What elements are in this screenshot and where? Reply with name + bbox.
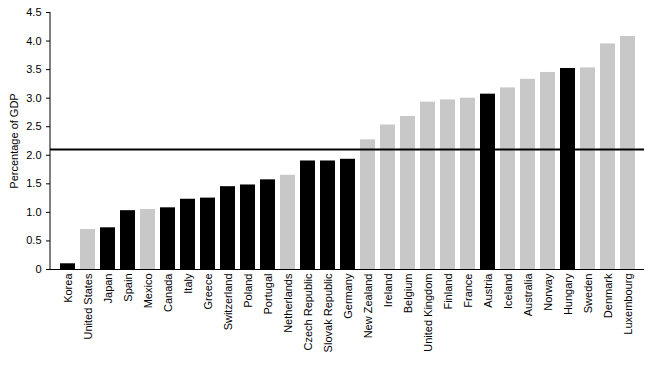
svg-text:Austria: Austria — [482, 273, 494, 308]
svg-text:Greece: Greece — [202, 274, 214, 310]
svg-text:Netherlands: Netherlands — [282, 273, 294, 333]
svg-text:Ireland: Ireland — [382, 274, 394, 308]
svg-text:Luxembourg: Luxembourg — [622, 274, 634, 335]
svg-text:Slovak Republic: Slovak Republic — [322, 273, 334, 352]
svg-text:Belgium: Belgium — [402, 274, 414, 314]
svg-text:Czech Republic: Czech Republic — [302, 273, 314, 351]
svg-text:Australia: Australia — [522, 273, 534, 317]
svg-text:Denmark: Denmark — [602, 273, 614, 318]
svg-text:New Zealand: New Zealand — [362, 274, 374, 339]
svg-text:Sweden: Sweden — [582, 274, 594, 314]
svg-text:Iceland: Iceland — [502, 274, 514, 309]
svg-text:2.5: 2.5 — [26, 120, 41, 132]
svg-text:0: 0 — [35, 263, 41, 275]
svg-text:4.0: 4.0 — [26, 35, 41, 47]
svg-text:Canada: Canada — [162, 273, 174, 312]
svg-text:Norway: Norway — [542, 273, 554, 311]
svg-text:2.0: 2.0 — [26, 149, 41, 161]
svg-text:Hungary: Hungary — [562, 273, 574, 315]
svg-text:Italy: Italy — [182, 273, 194, 294]
svg-text:Korea: Korea — [62, 273, 74, 303]
svg-text:3.5: 3.5 — [26, 63, 41, 75]
svg-text:4.5: 4.5 — [26, 6, 41, 18]
svg-text:Mexico: Mexico — [142, 274, 154, 309]
svg-text:Poland: Poland — [242, 274, 254, 308]
svg-text:United Kingdom: United Kingdom — [422, 274, 434, 352]
svg-text:3.0: 3.0 — [26, 92, 41, 104]
svg-text:United States: United States — [82, 273, 94, 340]
svg-text:Spain: Spain — [122, 274, 134, 302]
svg-text:Portugal: Portugal — [262, 274, 274, 315]
svg-text:Japan: Japan — [102, 274, 114, 304]
svg-text:Switzerland: Switzerland — [222, 274, 234, 331]
svg-text:France: France — [462, 274, 474, 308]
svg-text:Percentage of GDP: Percentage of GDP — [8, 93, 20, 188]
svg-text:0.5: 0.5 — [26, 234, 41, 246]
svg-text:Germany: Germany — [342, 273, 354, 319]
svg-text:Finland: Finland — [442, 274, 454, 310]
svg-text:1.5: 1.5 — [26, 177, 41, 189]
svg-text:1.0: 1.0 — [26, 206, 41, 218]
